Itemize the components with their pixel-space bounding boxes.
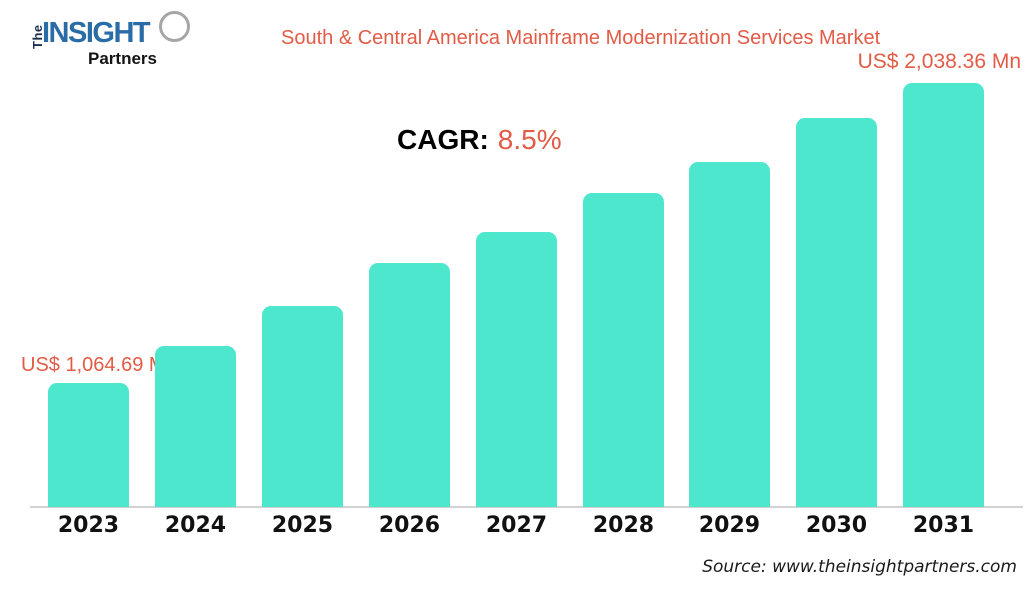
last-bar-value-label: US$ 2,038.36 Mn (857, 50, 1021, 73)
x-axis-label-2027: 2027 (485, 513, 548, 538)
logo-insight-text: INSIGHT (42, 17, 151, 49)
bar-2031 (903, 83, 984, 507)
bar-2023 (48, 383, 129, 507)
x-axis-label-2031: 2031 (912, 513, 975, 538)
x-axis-line (30, 506, 1023, 508)
x-axis-label-2028: 2028 (592, 513, 655, 538)
bar-2026 (369, 263, 450, 507)
bar-2028 (583, 193, 664, 507)
x-axis-label-2023: 2023 (57, 513, 120, 538)
insight-partners-logo: The INSIGHT Partners (20, 8, 195, 74)
source-text: Source: www.theinsightpartners.com (702, 557, 1017, 577)
cagr-value: 8.5% (497, 124, 562, 155)
bar-2027 (476, 232, 557, 507)
cagr-annotation: CAGR: 8.5% (397, 124, 562, 156)
chart-title: South & Central America Mainframe Modern… (281, 27, 881, 49)
cagr-label: CAGR: (397, 124, 489, 155)
x-axis-label-2025: 2025 (271, 513, 334, 538)
bar-2024 (155, 346, 236, 507)
x-axis-label-2024: 2024 (164, 513, 227, 538)
bar-2030 (796, 118, 877, 507)
logo-partners-text: Partners (88, 49, 157, 68)
bar-2025 (262, 306, 343, 507)
x-axis-label-2029: 2029 (698, 513, 761, 538)
bar-2029 (689, 162, 770, 507)
x-axis-label-2026: 2026 (378, 513, 441, 538)
magnifier-lens-icon (159, 11, 190, 42)
first-bar-value-label: US$ 1,064.69 Mn (21, 354, 177, 376)
x-axis-label-2030: 2030 (805, 513, 868, 538)
